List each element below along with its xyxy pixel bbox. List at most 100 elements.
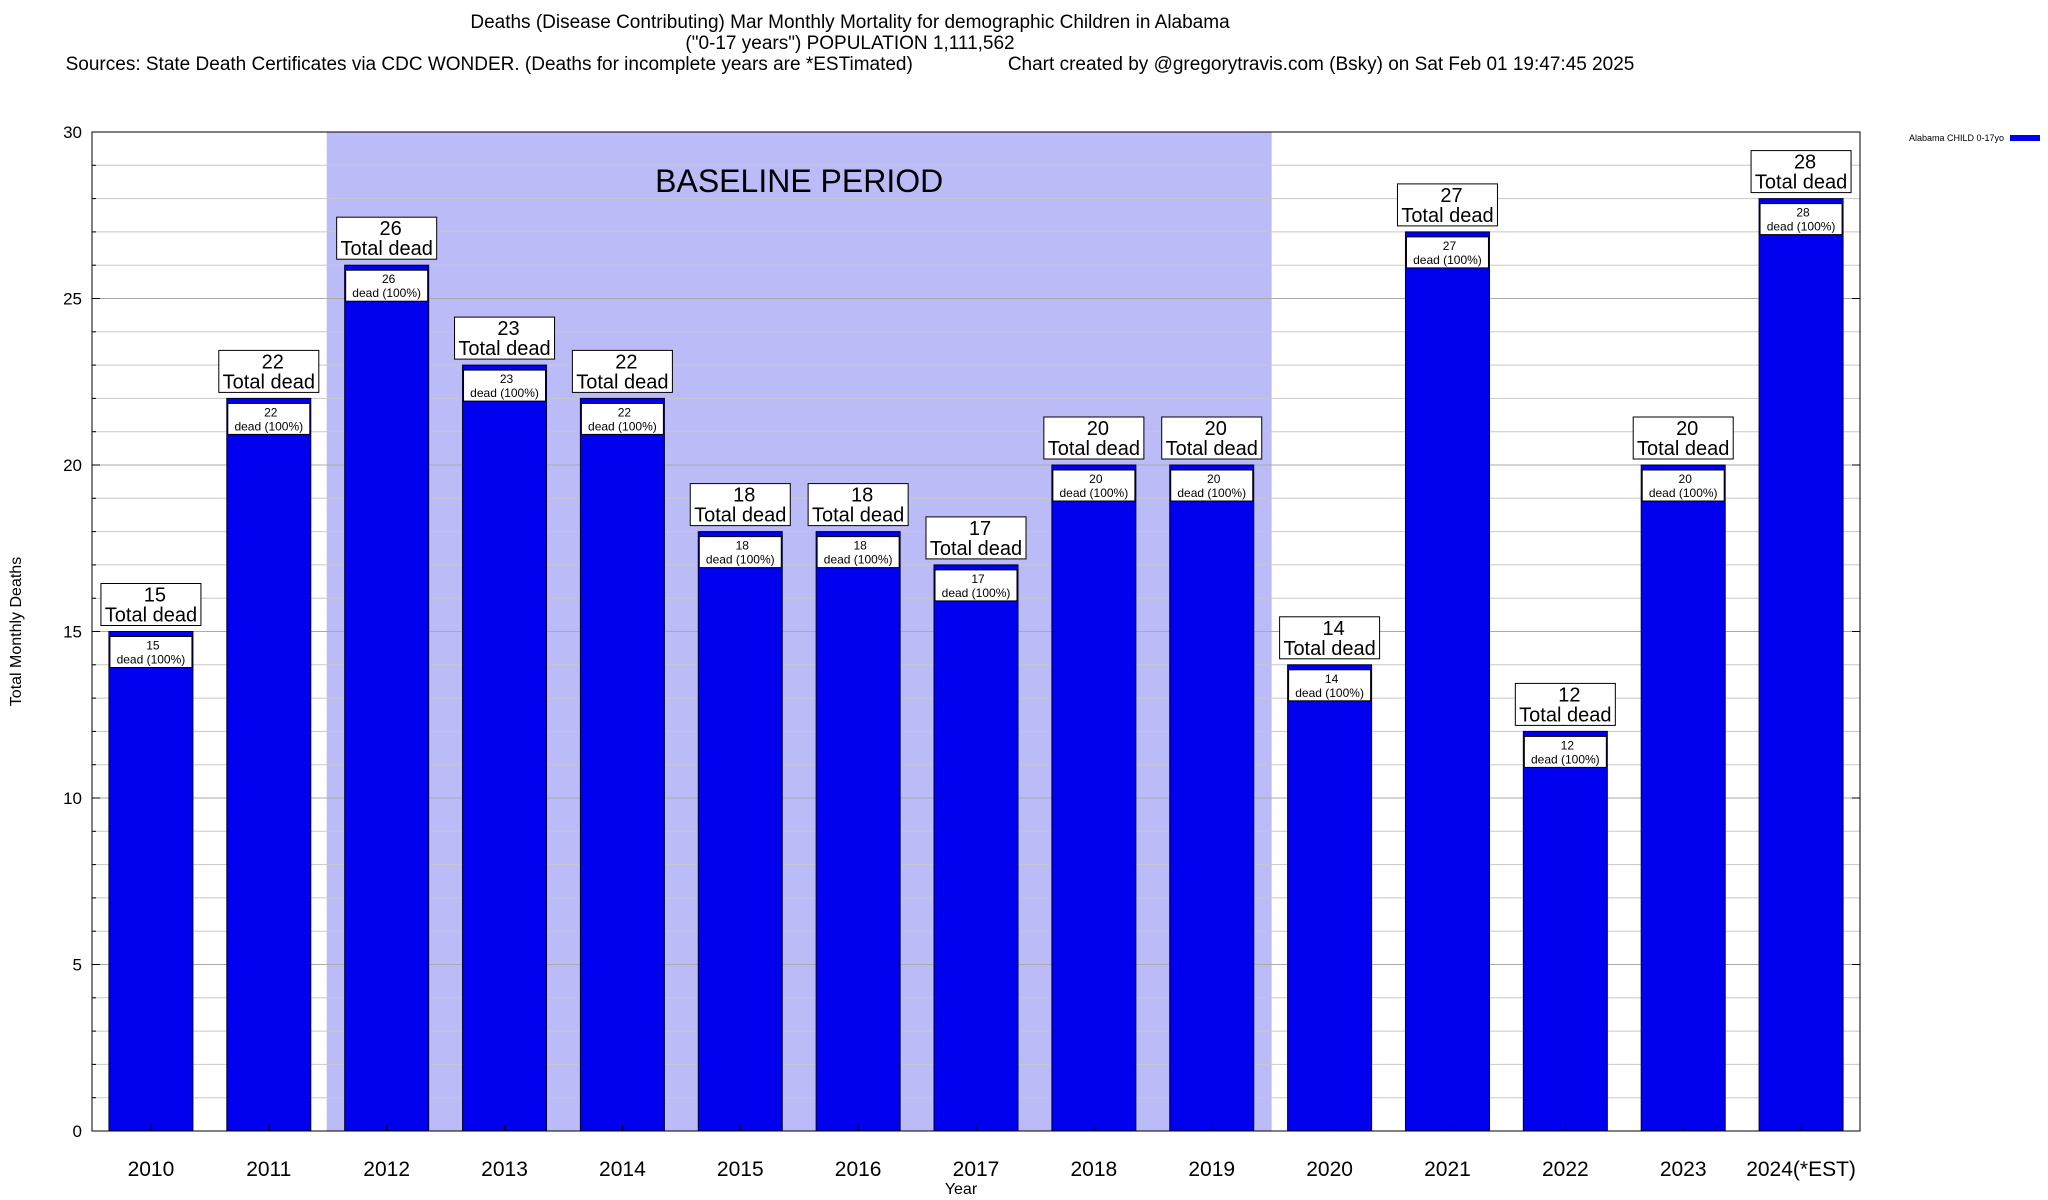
total-label-text: Total dead [458,338,550,360]
bar [697,531,783,1132]
legend-swatch [2010,135,2040,141]
inner-label-text: dead (100%) [1295,686,1364,700]
legend: Alabama CHILD 0-17yo [1909,133,2040,143]
total-label-text: Total dead [1401,205,1493,227]
inner-label-value: 20 [1679,472,1693,486]
inner-label-value: 22 [264,405,278,419]
total-label-box [571,349,673,393]
total-label-text: Total dead [105,605,197,627]
chart-sources-line: Sources: State Death Certificates via CD… [0,54,1700,76]
total-label-box [454,316,556,360]
total-label-text: Total dead [576,371,668,393]
baseline-label: BASELINE PERIOD [655,163,943,199]
bar [1404,231,1490,1132]
total-label-value: 20 [1205,418,1227,440]
inner-label-value: 22 [618,405,632,419]
total-label-value: 17 [969,518,991,540]
total-label-box [1750,150,1852,194]
total-label-box [336,216,438,260]
y-tick-label: 30 [63,123,82,142]
x-axis-label: Year [945,1181,978,1198]
chart-credit: Chart created by @gregorytravis.com (Bsk… [1007,54,1635,75]
bar [344,264,430,1132]
total-label-value: 18 [733,485,755,507]
inner-label-text: dead (100%) [234,419,303,433]
y-axis-label: Total Monthly Deaths [8,557,25,706]
x-tick-label: 2020 [1306,1158,1353,1181]
inner-label-box [1405,236,1489,269]
inner-label-value: 20 [1207,472,1221,486]
total-label-text: Total dead [694,505,786,527]
inner-label-value: 18 [736,539,750,553]
total-label-value: 22 [262,351,284,373]
bars [108,198,1844,1132]
x-tick-label: 2015 [717,1158,764,1181]
chart-sources: Sources: State Death Certificates via CD… [65,54,913,75]
inner-label-text: dead (100%) [1531,752,1600,766]
bar [1051,464,1137,1132]
inner-label-value: 27 [1443,239,1457,253]
inner-label-text: dead (100%) [470,386,539,400]
inner-label-value: 15 [146,639,160,653]
total-label-text: Total dead [1519,704,1611,726]
inner-label-text: dead (100%) [706,553,775,567]
inner-label-box [580,402,664,435]
total-label-value: 18 [851,485,873,507]
total-label-value: 23 [497,318,519,340]
inner-label-box [1288,669,1372,702]
bar [1758,198,1844,1132]
chart-subtitle: ("0-17 years") POPULATION 1,111,562 [685,33,1015,54]
total-label-value: 22 [615,351,637,373]
x-tick-label: 2024(*EST) [1746,1158,1856,1181]
x-tick-label: 2010 [128,1158,175,1181]
total-label-text: Total dead [341,238,433,260]
total-label-text: Total dead [223,371,315,393]
x-tick-label: 2023 [1660,1158,1707,1181]
y-tick-label: 10 [63,789,82,808]
inner-label-value: 14 [1325,672,1339,686]
inner-label-value: 17 [971,572,985,586]
inner-label-box [1759,203,1843,236]
x-tick-label: 2022 [1542,1158,1589,1181]
bar [1169,464,1255,1132]
inner-label-value: 28 [1796,206,1810,220]
total-label-value: 27 [1440,185,1462,207]
x-tick-label: 2013 [481,1158,528,1181]
inner-label-text: dead (100%) [1060,486,1129,500]
total-label-value: 28 [1794,152,1816,174]
total-label-box [1279,616,1381,660]
legend-label: Alabama CHILD 0-17yo [1909,133,2004,143]
inner-label-text: dead (100%) [942,586,1011,600]
inner-label-text: dead (100%) [352,286,421,300]
inner-label-text: dead (100%) [1413,253,1482,267]
inner-label-box [1641,469,1725,502]
y-tick-label: 15 [63,623,82,642]
x-tick-label: 2018 [1071,1158,1118,1181]
total-label-box [925,516,1027,560]
inner-label-box [227,402,311,435]
total-label-text: Total dead [812,505,904,527]
inner-label-value: 12 [1561,738,1575,752]
inner-label-value: 26 [382,272,396,286]
inner-label-value: 23 [500,372,514,386]
inner-label-box [816,536,900,569]
total-label-box [1632,416,1734,460]
total-label-box [689,483,791,527]
total-label-value: 14 [1322,618,1344,640]
y-tick-label: 20 [63,456,82,475]
total-label-text: Total dead [1283,638,1375,660]
bar [226,397,312,1132]
total-label-box [807,483,909,527]
bar [462,364,548,1132]
bar [1287,664,1373,1132]
total-label-text: Total dead [1166,438,1258,460]
total-label-box [1161,416,1263,460]
total-label-box [1043,416,1145,460]
total-label-text: Total dead [1637,438,1729,460]
bar [1522,730,1608,1132]
total-label-box [1396,183,1498,227]
bar [108,631,194,1132]
inner-label-box [1052,469,1136,502]
